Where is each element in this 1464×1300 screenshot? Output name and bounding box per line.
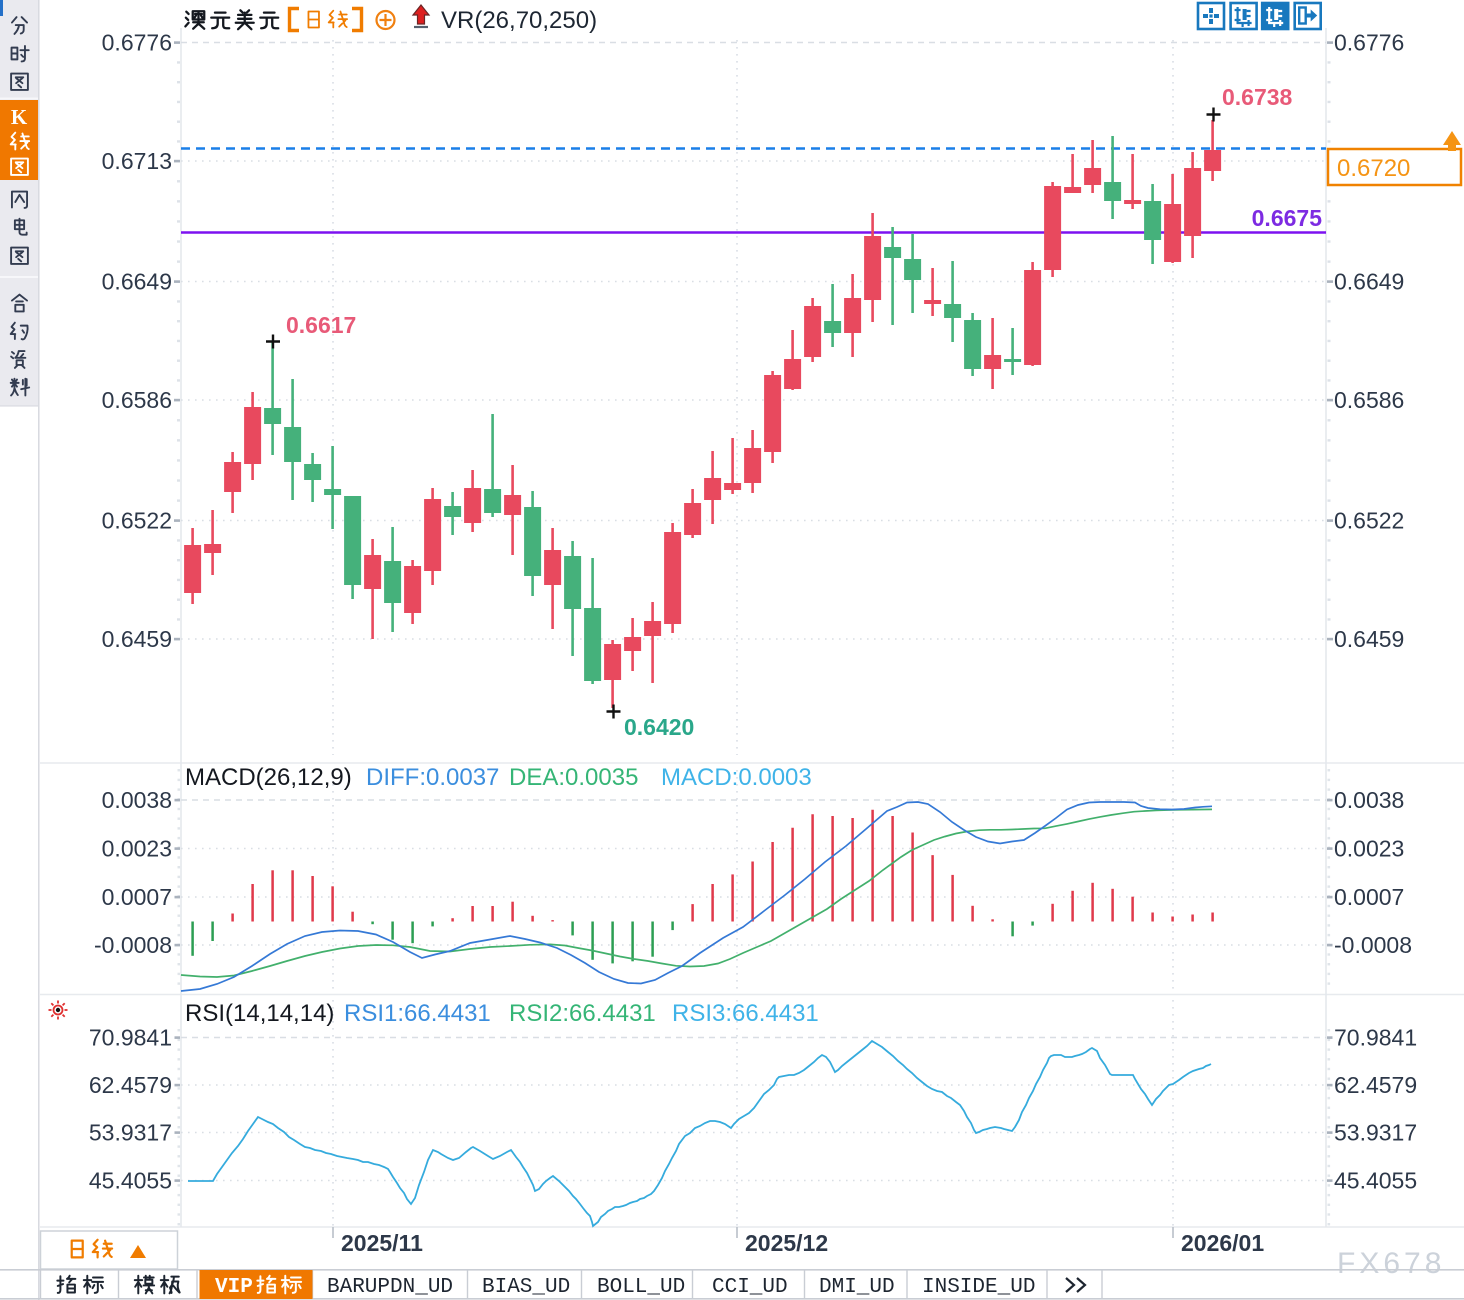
- svg-text:RSI(14,14,14): RSI(14,14,14): [185, 1000, 334, 1027]
- svg-text:VR(26,70,250): VR(26,70,250): [441, 7, 597, 34]
- svg-text:INSIDE_UD: INSIDE_UD: [922, 1276, 1035, 1299]
- svg-text:2025/12: 2025/12: [745, 1230, 828, 1256]
- svg-text:VIP: VIP: [215, 1276, 253, 1299]
- svg-text:BARUPDN_UD: BARUPDN_UD: [327, 1276, 453, 1299]
- svg-text:RSI2:66.4431: RSI2:66.4431: [509, 1000, 656, 1027]
- svg-text:0.0038: 0.0038: [102, 787, 172, 813]
- svg-text:0.0023: 0.0023: [102, 836, 172, 862]
- svg-text:DIFF:0.0037: DIFF:0.0037: [366, 764, 499, 791]
- svg-text:62.4579: 62.4579: [1334, 1072, 1417, 1098]
- svg-text:70.9841: 70.9841: [1334, 1025, 1417, 1051]
- svg-text:0.0023: 0.0023: [1334, 836, 1404, 862]
- svg-text:2026/01: 2026/01: [1181, 1230, 1264, 1256]
- svg-text:53.9317: 53.9317: [1334, 1120, 1417, 1146]
- svg-text:53.9317: 53.9317: [89, 1120, 172, 1146]
- svg-text:FX678: FX678: [1337, 1247, 1445, 1280]
- svg-text:0.6776: 0.6776: [1334, 30, 1404, 56]
- svg-text:0.6738: 0.6738: [1222, 84, 1293, 110]
- svg-text:-0.0008: -0.0008: [94, 932, 172, 958]
- svg-text:0.6649: 0.6649: [1334, 269, 1404, 295]
- svg-text:0.6522: 0.6522: [1334, 508, 1404, 534]
- svg-text:0.6420: 0.6420: [624, 714, 694, 740]
- svg-text:K: K: [11, 105, 28, 129]
- svg-text:-0.0008: -0.0008: [1334, 932, 1412, 958]
- svg-text:62.4579: 62.4579: [89, 1072, 172, 1098]
- svg-text:RSI3:66.4431: RSI3:66.4431: [672, 1000, 819, 1027]
- svg-text:0.6675: 0.6675: [1252, 205, 1323, 231]
- svg-text:DEA:0.0035: DEA:0.0035: [509, 764, 638, 791]
- svg-text:0.6776: 0.6776: [102, 30, 172, 56]
- svg-text:70.9841: 70.9841: [89, 1025, 172, 1051]
- svg-text:45.4055: 45.4055: [1334, 1168, 1417, 1194]
- svg-text:0.6586: 0.6586: [1334, 387, 1404, 413]
- svg-text:DMI_UD: DMI_UD: [819, 1276, 895, 1299]
- svg-text:BOLL_UD: BOLL_UD: [597, 1276, 685, 1299]
- svg-text:0.6617: 0.6617: [286, 312, 356, 338]
- svg-text:0.6649: 0.6649: [102, 269, 172, 295]
- svg-text:MACD(26,12,9): MACD(26,12,9): [185, 764, 352, 791]
- svg-text:0.6720: 0.6720: [1337, 155, 1410, 182]
- svg-text:RSI1:66.4431: RSI1:66.4431: [344, 1000, 491, 1027]
- svg-text:2025/11: 2025/11: [341, 1230, 423, 1256]
- svg-text:0.6459: 0.6459: [1334, 626, 1404, 652]
- svg-text:CCI_UD: CCI_UD: [712, 1276, 788, 1299]
- svg-text:45.4055: 45.4055: [89, 1168, 172, 1194]
- svg-text:0.6522: 0.6522: [102, 508, 172, 534]
- svg-text:0.6713: 0.6713: [102, 148, 172, 174]
- svg-text:BIAS_UD: BIAS_UD: [482, 1276, 570, 1299]
- svg-text:0.0038: 0.0038: [1334, 787, 1404, 813]
- svg-text:0.6586: 0.6586: [102, 387, 172, 413]
- svg-text:0.6459: 0.6459: [102, 626, 172, 652]
- svg-text:0.0007: 0.0007: [102, 884, 172, 910]
- svg-text:MACD:0.0003: MACD:0.0003: [661, 764, 812, 791]
- svg-text:0.0007: 0.0007: [1334, 884, 1404, 910]
